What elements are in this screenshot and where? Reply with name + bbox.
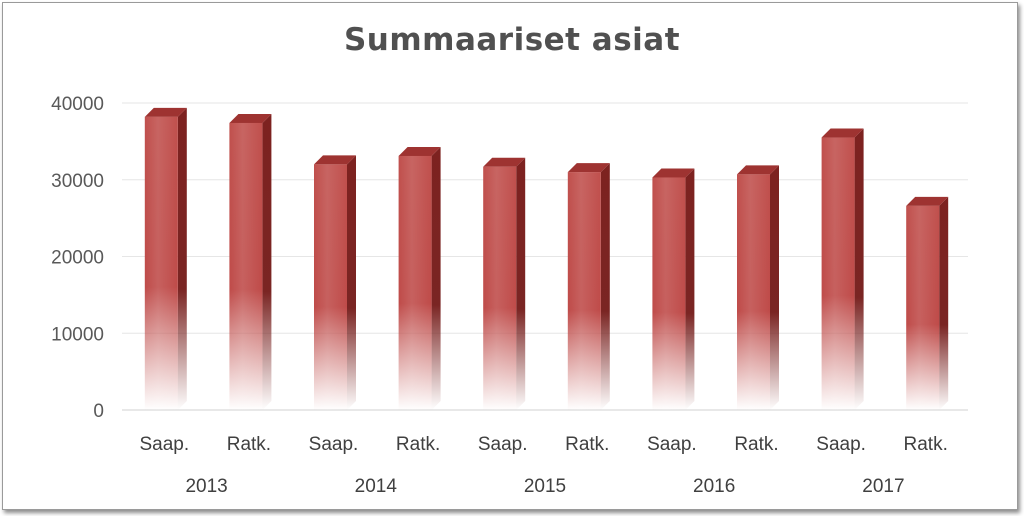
bar-side xyxy=(939,196,949,410)
y-tick-label: 30000 xyxy=(51,171,104,192)
bar-top xyxy=(314,155,356,165)
bar-side xyxy=(770,165,779,410)
bar xyxy=(144,107,187,410)
chart-title: Summaariset asiat xyxy=(343,22,681,58)
bar-side xyxy=(347,155,356,410)
x-group-label: 2013 xyxy=(185,476,227,497)
x-category-label: Ratk. xyxy=(396,434,440,455)
x-category-label: Ratk. xyxy=(565,434,609,455)
bar-shine xyxy=(906,205,940,410)
x-group-label: 2016 xyxy=(693,476,735,497)
bar-side xyxy=(262,113,272,410)
x-group-label: 2015 xyxy=(524,476,566,497)
bar-shine xyxy=(483,166,517,410)
bar-shine xyxy=(652,177,686,410)
bar-top xyxy=(906,196,949,206)
bar-side xyxy=(854,128,864,410)
bar-top xyxy=(652,168,695,178)
bar-shine xyxy=(144,116,178,410)
bar-top xyxy=(821,128,864,138)
bar-top xyxy=(144,107,187,117)
y-tick-label: 20000 xyxy=(51,248,104,269)
bar-shine xyxy=(737,174,770,410)
bar xyxy=(314,155,356,410)
bar-shine xyxy=(567,172,601,410)
bar-shine xyxy=(821,137,855,410)
x-category-label: Saap. xyxy=(647,434,697,455)
x-category-label: Ratk. xyxy=(227,434,271,455)
bar-side xyxy=(431,146,441,410)
bar-shine xyxy=(314,164,347,410)
bar-top xyxy=(737,165,779,175)
bar-side xyxy=(600,163,610,410)
bar-top xyxy=(398,146,441,156)
bar xyxy=(398,146,441,410)
bar xyxy=(652,168,695,410)
bar-side xyxy=(685,168,695,410)
bar-shine xyxy=(398,155,432,410)
bar xyxy=(567,163,610,410)
x-category-label: Ratk. xyxy=(904,434,948,455)
bar xyxy=(906,196,949,410)
bar-top xyxy=(483,157,526,167)
bar-shine xyxy=(229,122,263,410)
bar xyxy=(821,128,864,410)
x-group-label: 2014 xyxy=(355,476,398,497)
bar xyxy=(737,165,779,410)
x-group-label: 2017 xyxy=(862,476,904,497)
bar-top xyxy=(229,113,272,123)
x-category-label: Saap. xyxy=(816,434,866,455)
bar-side xyxy=(516,157,526,410)
bar-side xyxy=(177,107,187,410)
x-category-label: Saap. xyxy=(478,434,528,455)
y-tick-label: 0 xyxy=(93,401,104,422)
bar-top xyxy=(567,163,610,173)
bar xyxy=(483,157,526,410)
bar xyxy=(229,113,272,410)
y-tick-label: 10000 xyxy=(51,324,104,345)
y-tick-label: 40000 xyxy=(51,94,104,115)
x-category-label: Saap. xyxy=(309,434,359,455)
x-category-label: Ratk. xyxy=(734,434,778,455)
x-category-label: Saap. xyxy=(139,434,189,455)
